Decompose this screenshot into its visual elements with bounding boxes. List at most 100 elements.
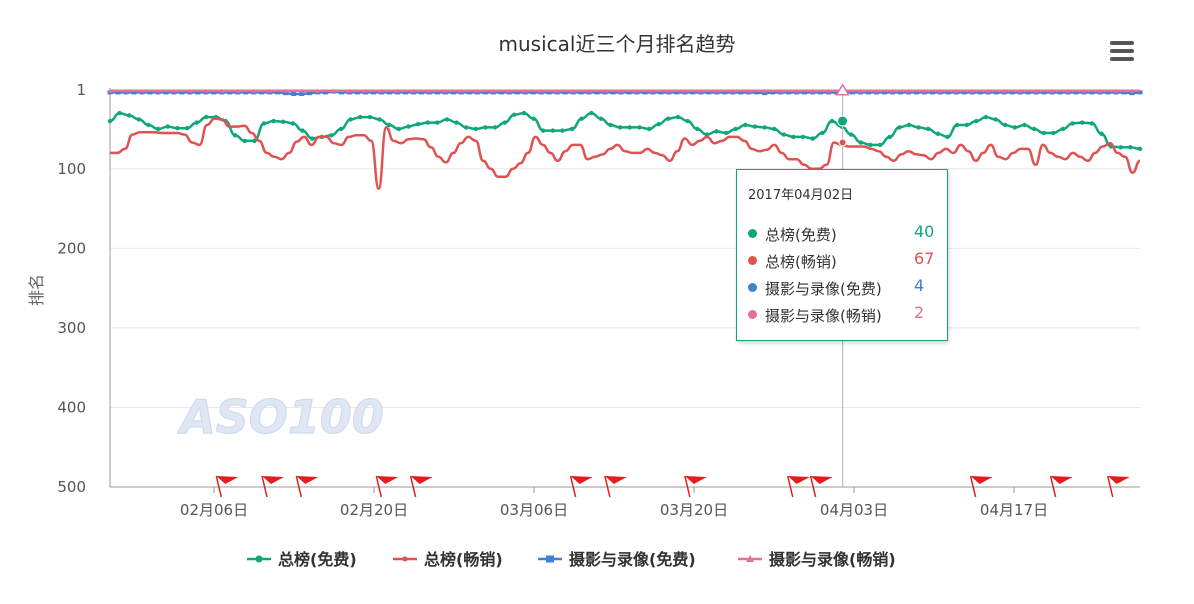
data-point — [714, 129, 719, 134]
data-point — [147, 90, 153, 95]
legend-label[interactable]: 总榜(免费) — [278, 550, 357, 569]
data-point — [586, 88, 592, 93]
data-point — [426, 88, 432, 93]
tooltip-row: 总榜(畅销) 67 — [748, 249, 943, 273]
data-point — [275, 90, 281, 95]
legend-item[interactable]: 总榜(免费) — [247, 550, 357, 569]
data-point — [339, 90, 345, 95]
data-point — [402, 90, 408, 95]
data-point — [243, 90, 249, 95]
flag-cloth — [684, 476, 707, 484]
data-point — [1060, 126, 1066, 132]
data-point — [594, 90, 600, 95]
data-point — [530, 90, 536, 95]
data-point — [171, 88, 177, 93]
data-point — [307, 91, 313, 96]
y-tick-label: 100 — [57, 160, 86, 178]
data-point — [512, 112, 517, 117]
flag-cloth — [970, 476, 993, 484]
data-point — [179, 90, 185, 95]
data-point — [1113, 88, 1119, 93]
data-point — [163, 90, 169, 95]
flag-pole — [215, 475, 223, 498]
data-point — [211, 90, 217, 95]
flag-icon — [261, 475, 284, 498]
flag-pole — [786, 475, 794, 498]
data-point — [983, 114, 989, 120]
data-point — [1081, 88, 1087, 93]
data-point — [1129, 91, 1135, 96]
data-point — [897, 90, 903, 95]
data-point — [355, 90, 361, 95]
data-point — [906, 122, 912, 128]
legend-item[interactable]: 摄影与录像(免费) — [538, 550, 696, 569]
data-point — [1041, 130, 1046, 136]
data-point — [608, 122, 613, 128]
data-point — [945, 90, 951, 95]
data-point — [435, 120, 440, 125]
data-point — [483, 125, 488, 130]
data-point — [627, 125, 633, 130]
data-point — [165, 124, 170, 129]
flag-pole — [375, 475, 383, 498]
legend-label[interactable]: 摄影与录像(畅销) — [769, 550, 896, 569]
data-point — [187, 88, 193, 93]
data-point — [363, 88, 369, 93]
flag-icon — [969, 475, 993, 498]
flag-cloth — [787, 476, 810, 484]
data-point — [658, 90, 664, 95]
y-tick-label: 400 — [57, 398, 86, 416]
data-point — [746, 88, 752, 93]
watermark-text: ASO100 — [177, 390, 384, 444]
legend-marker-icon — [746, 555, 754, 562]
data-point — [690, 90, 696, 95]
data-point — [868, 142, 873, 148]
tooltip-series-value: 67 — [914, 249, 935, 268]
flag-cloth — [570, 476, 593, 484]
data-point — [642, 90, 648, 95]
data-point — [136, 117, 142, 122]
data-point — [242, 138, 247, 144]
data-point — [820, 130, 825, 136]
data-point — [810, 88, 816, 93]
data-point — [415, 122, 421, 127]
data-point — [685, 118, 690, 124]
legend-label[interactable]: 摄影与录像(免费) — [569, 550, 696, 569]
data-point — [637, 125, 642, 130]
data-point — [425, 120, 430, 125]
series-dot-icon — [748, 229, 757, 238]
legend-marker-icon — [255, 555, 263, 563]
series-layer — [107, 88, 1143, 190]
data-point — [961, 90, 967, 95]
data-point — [818, 90, 824, 95]
flag-icon — [215, 475, 239, 498]
data-point — [155, 126, 161, 132]
data-point — [858, 88, 864, 93]
data-point — [634, 88, 640, 93]
legend-item[interactable]: 总榜(畅销) — [393, 550, 503, 569]
flag-pole — [604, 475, 611, 498]
chart-title: musical近三个月排名趋势 — [499, 32, 736, 56]
data-point — [738, 90, 744, 95]
data-point — [762, 88, 768, 93]
data-point — [444, 117, 450, 122]
data-point — [993, 90, 999, 95]
y-axis-label: 排名 — [27, 274, 46, 306]
legend-label[interactable]: 总榜(畅销) — [424, 550, 503, 569]
data-point — [115, 90, 121, 95]
data-point — [299, 88, 305, 93]
data-point — [800, 134, 806, 140]
data-point — [323, 90, 329, 95]
data-point — [204, 114, 209, 120]
tooltip: 2017年04月02日 总榜(免费) 40 总榜(畅销) 67 摄影与录像(免费… — [736, 169, 948, 341]
hamburger-menu-icon[interactable] — [1108, 40, 1136, 62]
data-point — [522, 88, 528, 93]
data-point — [569, 126, 575, 132]
data-point — [540, 128, 546, 133]
data-point — [926, 126, 931, 132]
data-point — [378, 88, 384, 93]
data-point — [778, 88, 784, 93]
data-point — [598, 116, 604, 121]
legend-item[interactable]: 摄影与录像(畅销) — [738, 550, 896, 569]
